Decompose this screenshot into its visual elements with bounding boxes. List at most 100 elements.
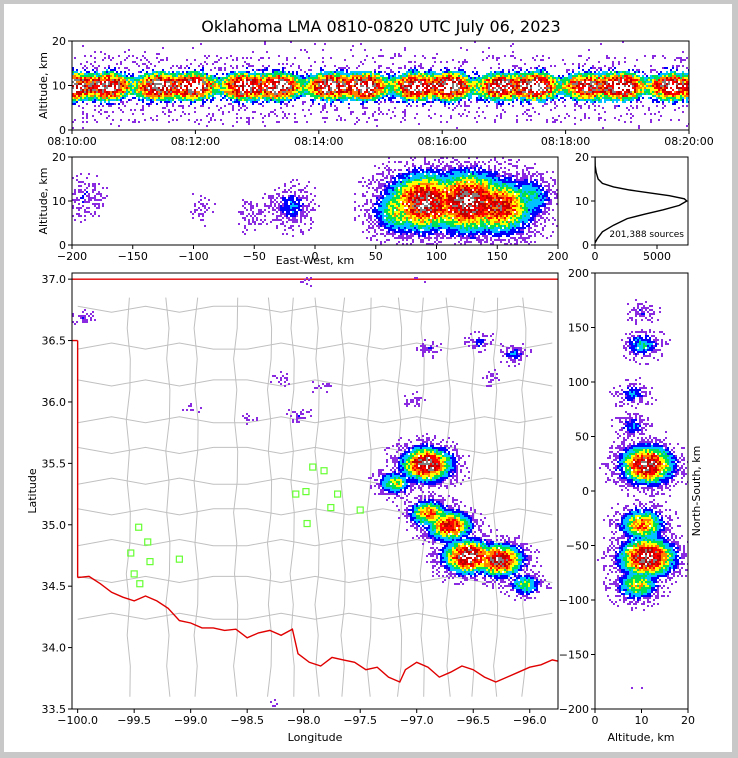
- ta-source: [442, 79, 444, 81]
- ta-source: [464, 109, 466, 111]
- ta-source: [124, 79, 126, 81]
- ta-source: [544, 93, 546, 95]
- ta-source: [488, 55, 490, 57]
- ta-source: [96, 91, 98, 93]
- ta-source: [74, 83, 76, 85]
- ta-source: [526, 83, 528, 85]
- ta-source: [286, 59, 288, 61]
- ta-source: [474, 89, 476, 91]
- ta-source: [374, 119, 376, 121]
- ta-source: [290, 85, 292, 87]
- ta-source: [304, 81, 306, 83]
- ta-source: [484, 99, 486, 101]
- ta-source: [652, 69, 654, 71]
- ta-source: [630, 87, 632, 89]
- ta-source: [444, 89, 446, 91]
- ta-source: [346, 89, 348, 91]
- ta-source: [618, 81, 620, 83]
- ta-source: [594, 95, 596, 97]
- ta-source: [570, 93, 572, 95]
- ta-source: [272, 83, 274, 85]
- ta-source: [428, 95, 430, 97]
- ta-source: [214, 81, 216, 83]
- ta-source: [130, 81, 132, 83]
- ta-source: [350, 99, 352, 101]
- ta-source: [356, 71, 358, 73]
- ta-source: [254, 71, 256, 73]
- ta-source: [414, 71, 416, 73]
- ta-source: [606, 79, 608, 81]
- ta-source: [124, 77, 126, 79]
- ta-source: [568, 79, 570, 81]
- ta-source: [130, 87, 132, 89]
- ta-source: [476, 89, 478, 91]
- ta-source: [610, 85, 612, 87]
- ta-source: [404, 83, 406, 85]
- ta-source: [422, 73, 424, 75]
- ta-source: [604, 91, 606, 93]
- ta-source: [382, 75, 384, 77]
- ta-source: [368, 81, 370, 83]
- ta-source: [198, 97, 200, 99]
- ta-source: [82, 77, 84, 79]
- ta-source: [238, 83, 240, 85]
- ta-source: [142, 107, 144, 109]
- ta-source: [268, 89, 270, 91]
- ta-source: [364, 83, 366, 85]
- ta-source: [500, 89, 502, 91]
- ta-source: [374, 83, 376, 85]
- ta-source: [90, 91, 92, 93]
- ta-source: [612, 97, 614, 99]
- ta-source: [440, 97, 442, 99]
- ta-source: [340, 83, 342, 85]
- ta-source: [554, 95, 556, 97]
- ta-source: [322, 85, 324, 87]
- ta-source: [332, 83, 334, 85]
- ta-source: [140, 85, 142, 87]
- ta-source: [288, 101, 290, 103]
- ta-source: [286, 95, 288, 97]
- ta-source: [504, 83, 506, 85]
- ta-source: [626, 95, 628, 97]
- ta-source: [412, 97, 414, 99]
- ta-source: [178, 79, 180, 81]
- ta-source: [542, 69, 544, 71]
- ta-source: [274, 101, 276, 103]
- ta-source: [250, 95, 252, 97]
- ta-source: [212, 87, 214, 89]
- ta-source: [116, 77, 118, 79]
- ta-source: [128, 49, 130, 51]
- ta-source: [98, 99, 100, 101]
- ta-source: [246, 87, 248, 89]
- ta-source: [434, 57, 436, 59]
- ta-source: [626, 85, 628, 87]
- ta-source: [598, 113, 600, 115]
- ta-source: [266, 81, 268, 83]
- ta-source: [364, 75, 366, 77]
- ta-source: [376, 81, 378, 83]
- ta-source: [174, 89, 176, 91]
- ta-source: [96, 99, 98, 101]
- ta-source: [180, 65, 182, 67]
- ta-source: [350, 83, 352, 85]
- ta-source: [424, 103, 426, 105]
- ta-source: [88, 99, 90, 101]
- ta-source: [516, 119, 518, 121]
- ta-source: [262, 71, 264, 73]
- ta-source: [348, 107, 350, 109]
- ta-source: [470, 101, 472, 103]
- ta-source: [224, 97, 226, 99]
- ta-source: [454, 99, 456, 101]
- ta-source: [232, 109, 234, 111]
- ta-source: [402, 89, 404, 91]
- ta-source: [198, 73, 200, 75]
- ta-source: [170, 87, 172, 89]
- ta-source: [146, 87, 148, 89]
- ta-source: [470, 95, 472, 97]
- ta-source: [628, 95, 630, 97]
- ta-source: [310, 83, 312, 85]
- ta-source: [156, 99, 158, 101]
- ta-source: [560, 91, 562, 93]
- ta-source: [148, 73, 150, 75]
- ta-source: [560, 87, 562, 89]
